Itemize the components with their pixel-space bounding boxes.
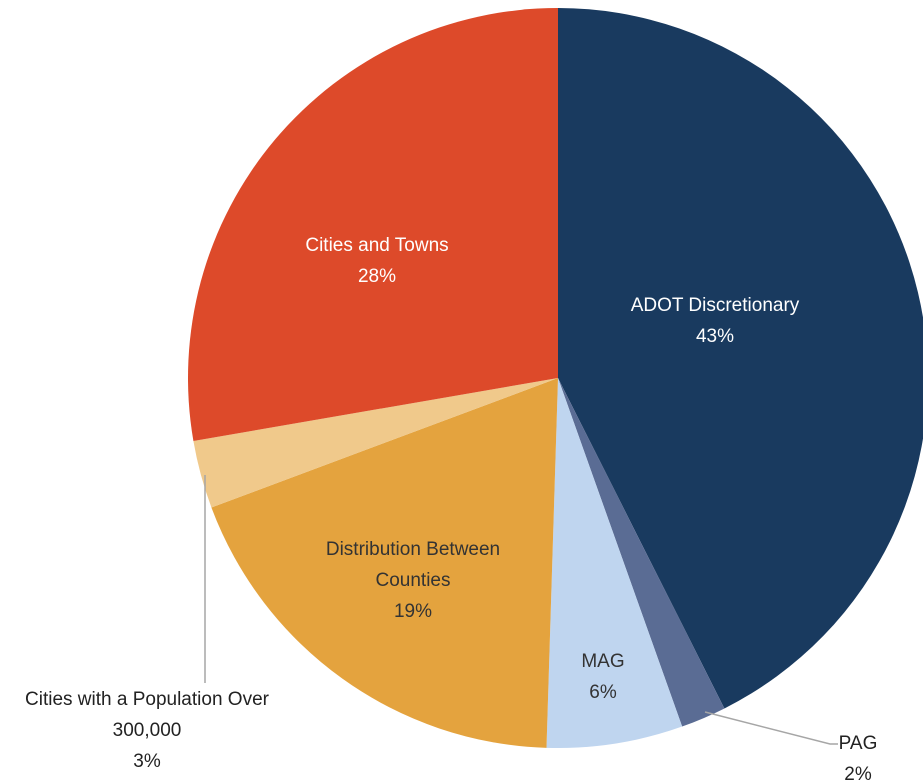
slice-percent: 43% — [695, 326, 735, 347]
slice-label: Distribution Between Counties 19% — [298, 534, 528, 627]
slice-label: Cities with a Population Over 300,000 3% — [22, 684, 272, 777]
slice-name: MAG — [581, 651, 625, 672]
slice-percent: 28% — [357, 266, 397, 287]
pie-slice — [558, 8, 923, 709]
slice-name: Cities and Towns — [305, 235, 449, 256]
pie-slice — [558, 378, 725, 727]
slice-percent: 3% — [133, 751, 161, 772]
leader-line — [704, 711, 838, 745]
slice-label: MAG 6% — [553, 646, 653, 708]
pie-slice — [546, 378, 683, 748]
slice-name: ADOT Discretionary — [630, 295, 800, 316]
pie-slice — [188, 8, 558, 441]
slice-percent: 2% — [844, 764, 872, 782]
slice-label: PAG 2% — [818, 728, 898, 782]
slice-label: ADOT Discretionary 43% — [585, 290, 845, 352]
pie-slice — [211, 378, 558, 748]
pie-slice — [193, 378, 559, 508]
slice-name: Cities with a Population Over 300,000 — [25, 689, 269, 741]
slice-name: PAG — [838, 733, 878, 754]
slice-label: Cities and Towns 28% — [267, 230, 487, 292]
slice-percent: 6% — [589, 682, 617, 703]
slice-name: Distribution Between Counties — [325, 539, 501, 591]
slice-percent: 19% — [393, 601, 433, 622]
